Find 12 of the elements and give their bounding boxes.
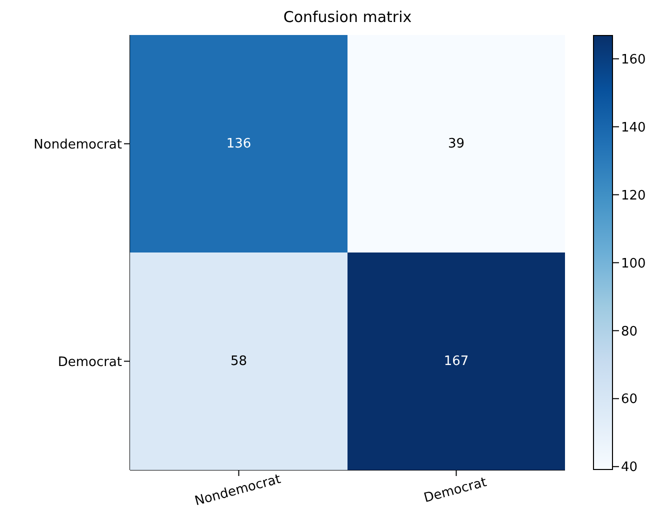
color-bar-label: 60 — [621, 392, 638, 408]
chart-title: Confusion matrix — [282, 8, 413, 26]
data-label: 136 — [226, 136, 252, 152]
data-label: 167 — [444, 354, 469, 369]
color-bar-label: 100 — [621, 256, 646, 272]
color-bar-label: 160 — [621, 52, 646, 68]
color-bar-label: 80 — [621, 324, 638, 340]
color-bar-label: 120 — [621, 188, 646, 204]
data-label: 39 — [448, 136, 465, 152]
data-label: 58 — [230, 354, 248, 369]
color-bar-label: 140 — [621, 120, 646, 136]
color-bar-label: 40 — [621, 460, 638, 476]
